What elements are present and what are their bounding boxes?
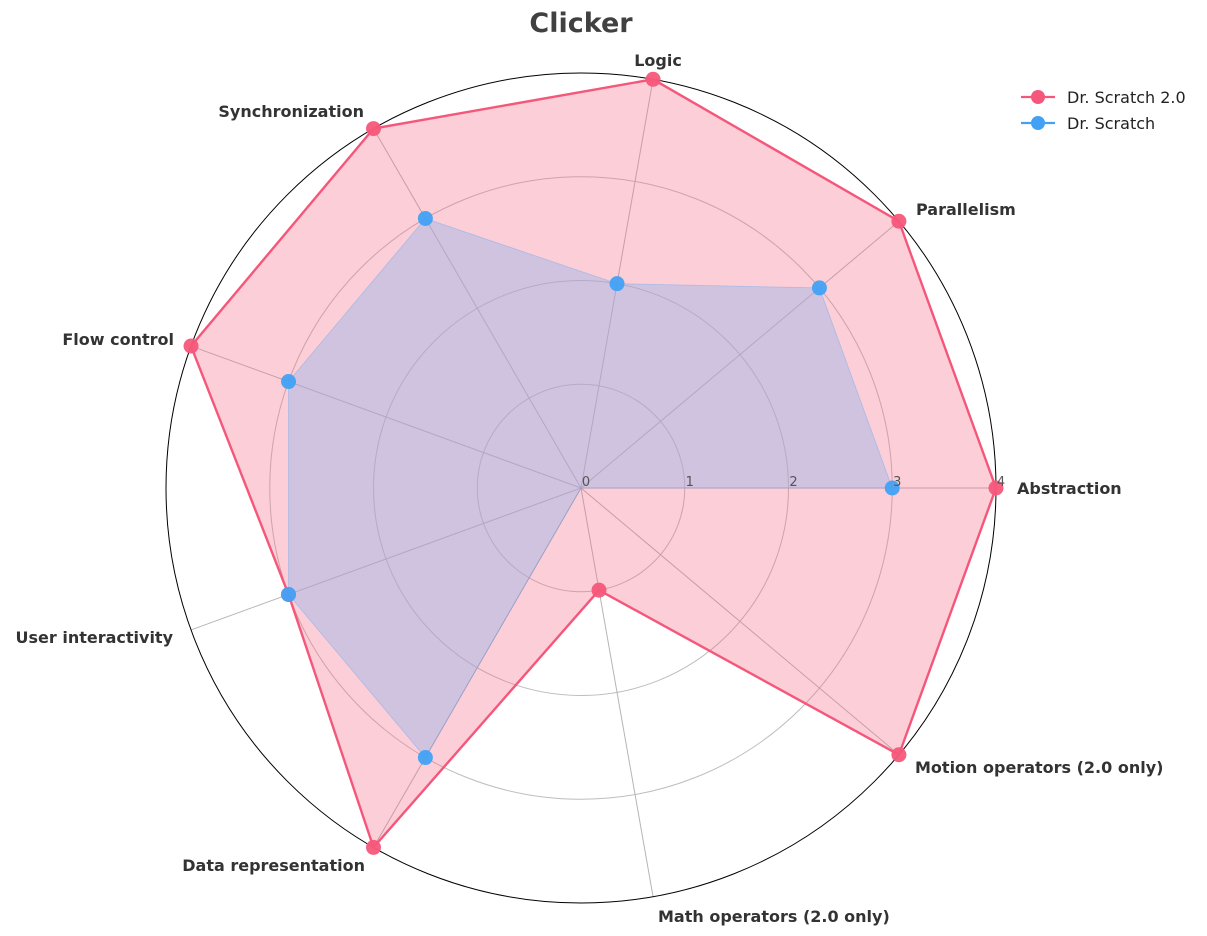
- series-2-point-3: [609, 276, 625, 292]
- series-2-area: [288, 218, 893, 758]
- axis-label-3: Logic: [634, 51, 682, 70]
- spoke-6: [190, 487, 582, 631]
- series-2-point-4: [417, 210, 433, 226]
- series-1-point-8: [591, 582, 607, 598]
- axis-labels: 0 1 2 3 4 Abstraction Parallelism Logic Synchron…: [16, 51, 1164, 926]
- radial-tick-0: 0: [582, 475, 590, 490]
- series-2-point-7: [417, 750, 433, 766]
- radial-tick-3: 3: [893, 475, 901, 490]
- series-2-point-6: [281, 586, 297, 602]
- series-1-point-4: [366, 121, 381, 137]
- axis-label-7: Data representation: [182, 856, 365, 875]
- series-1-area: [191, 79, 996, 848]
- axis-label-6: User interactivity: [16, 628, 174, 647]
- chart-title: Clicker: [529, 8, 633, 39]
- spoke-2: [580, 220, 900, 489]
- series-2-point-1: [884, 480, 900, 496]
- spoke-8: [580, 487, 654, 897]
- axis-label-9: Motion operators (2.0 only): [915, 758, 1163, 777]
- radial-tick-4: 4: [997, 475, 1005, 490]
- spoke-9: [580, 487, 900, 756]
- series-2-point-2: [811, 280, 827, 296]
- radial-tick-1: 1: [686, 475, 694, 490]
- axis-label-8: Math operators (2.0 only): [658, 907, 890, 926]
- series-1-point-3: [645, 71, 661, 87]
- series-1-point-9: [891, 747, 907, 763]
- legend-1-label: Dr. Scratch 2.0: [1067, 88, 1186, 107]
- axis-label-1: Abstraction: [1017, 479, 1122, 498]
- series-1-point-1: [988, 480, 1004, 496]
- spoke-7: [373, 487, 582, 848]
- axis-label-2: Parallelism: [916, 200, 1016, 219]
- axis-label-5: Flow control: [62, 330, 174, 349]
- series-1-point-2: [891, 213, 907, 229]
- series-1-line: [189, 78, 998, 850]
- legend-2-label: Dr. Scratch: [1067, 114, 1155, 133]
- legend-2-marker: [1031, 116, 1045, 130]
- spoke-5: [190, 345, 582, 489]
- axis-label-4: Synchronization: [218, 102, 364, 121]
- radial-tick-2: 2: [789, 475, 797, 490]
- legend: Dr. Scratch 2.0 Dr. Scratch: [1021, 88, 1186, 133]
- series-2-point-5: [281, 374, 297, 390]
- series-layer: [183, 71, 1004, 855]
- legend-1-marker: [1031, 90, 1045, 104]
- series-1-point-7: [366, 839, 381, 855]
- spoke-4: [373, 128, 582, 489]
- series-1-point-5: [183, 338, 199, 354]
